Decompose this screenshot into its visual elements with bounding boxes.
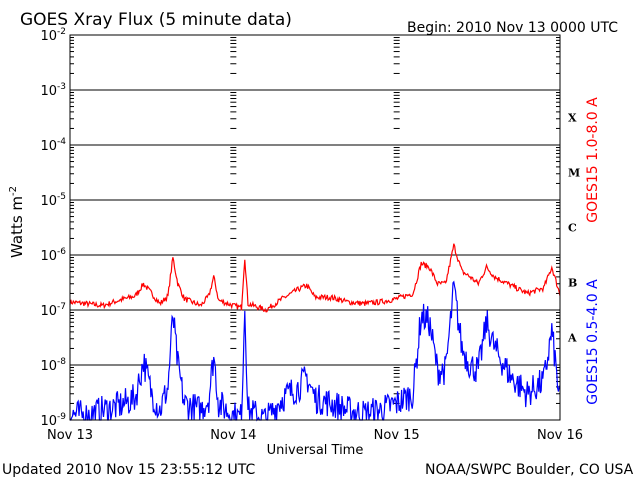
y-tick-label: 10-9 [40,412,66,429]
x-axis-label: Universal Time [267,443,364,458]
series-legend-short: GOES15 0.5-4.0 A [585,279,601,405]
chart-title: GOES Xray Flux (5 minute data) [20,10,292,30]
credit-label: NOAA/SWPC Boulder, CO USA [425,462,634,478]
y-axis-label: Watts m-2 [8,186,26,258]
begin-label: Begin: 2010 Nov 13 0000 UTC [407,20,618,36]
series-short-channel [70,280,561,422]
y-tick-labels: 10-9 10-8 10-7 10-6 10-5 10-4 10-3 10-2 [40,27,66,429]
y-tick-label: 10-5 [40,192,66,209]
y-tick-label: 10-4 [40,137,66,154]
y-tick-label: 10-6 [40,247,66,264]
series-legend-long: GOES15 1.0-8.0 A [585,97,601,223]
flare-class-label: C [568,222,577,235]
flare-class-label: X [568,112,577,125]
series-long-channel [69,243,561,313]
flare-class-label: A [567,332,577,345]
updated-timestamp: Updated 2010 Nov 15 23:55:12 UTC [2,462,255,478]
x-tick-label: Nov 15 [374,428,420,443]
series-line [69,243,561,313]
x-tick-label: Nov 16 [537,428,583,443]
series-line [70,280,561,422]
y-tick-label: 10-8 [40,357,66,374]
gridlines [70,37,560,404]
x-tick-labels: Nov 13 Nov 14 Nov 15 Nov 16 [47,428,583,443]
day-divider-ticks [230,37,400,421]
flare-class-label: M [568,167,580,180]
y-tick-label: 10-7 [40,302,66,319]
flare-class-labels: A B C M X [567,112,580,345]
y-tick-label: 10-2 [40,27,66,44]
flare-class-label: B [568,277,577,290]
x-tick-label: Nov 13 [47,428,93,443]
y-tick-label: 10-3 [40,82,66,99]
plot-frame [69,34,561,421]
x-tick-label: Nov 14 [210,428,256,443]
